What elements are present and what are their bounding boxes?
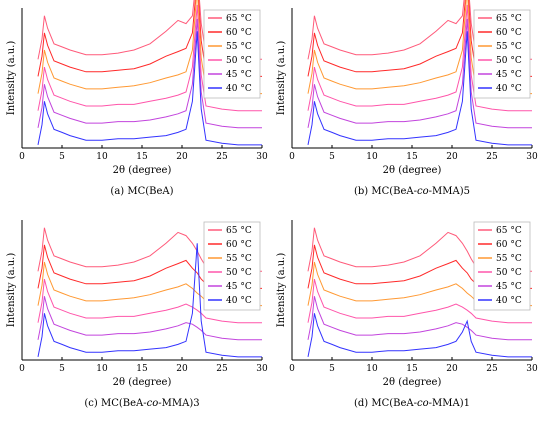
legend-label: 50 °C [226, 56, 252, 66]
x-tick-label: 15 [136, 364, 148, 374]
x-axis-label: 2θ (degree) [113, 165, 172, 176]
x-tick-label: 20 [176, 364, 188, 374]
series-line-40 °C [37, 31, 262, 146]
x-tick-label: 25 [486, 152, 498, 162]
x-tick-label: 10 [96, 152, 108, 162]
caption-text-end: ) [170, 186, 174, 197]
x-tick-label: 30 [526, 364, 538, 374]
series-line-50 °C [37, 278, 262, 324]
series-line-50 °C [307, 278, 532, 324]
caption-text: (b) MC(BeA- [354, 186, 417, 197]
legend-box [473, 9, 531, 99]
legend-label: 60 °C [226, 28, 252, 38]
y-axis-label: Intensity (a.u.) [276, 41, 287, 116]
legend-label: 65 °C [496, 14, 522, 24]
legend-label: 40 °C [496, 296, 522, 306]
x-tick-label: 15 [136, 152, 148, 162]
x-axis-label: 2θ (degree) [113, 377, 172, 388]
series-line-40 °C [307, 31, 532, 146]
caption-text-end: -MMA)5 [429, 186, 470, 197]
legend-label: 65 °C [226, 14, 252, 24]
x-tick-label: 20 [446, 152, 458, 162]
legend-label: 55 °C [226, 254, 252, 264]
x-tick-label: 25 [216, 364, 228, 374]
legend-label: 40 °C [496, 84, 522, 94]
legend-label: 65 °C [226, 226, 252, 236]
caption-text: (a) MC(BeA [110, 186, 170, 197]
panel-2: 0 5 10 15 20 25 30 2θ (degree) Intensity (a.u.) 6… [276, 0, 538, 197]
x-tick-label: 5 [329, 152, 335, 162]
y-axis-label: Intensity (a.u.) [6, 41, 17, 116]
panel-3: 0 5 10 15 20 25 30 2θ (degree) Intensity (a.u.) 6… [6, 220, 268, 409]
y-axis-label: Intensity (a.u.) [276, 253, 287, 328]
x-tick-label: 15 [406, 364, 418, 374]
caption-text: (c) MC(BeA- [84, 398, 146, 409]
caption-text: (d) MC(BeA- [354, 398, 417, 409]
panel-caption: (c) MC(BeA-co-MMA)3 [84, 398, 199, 409]
x-tick-label: 30 [526, 152, 538, 162]
series-line-40 °C [307, 313, 532, 358]
series-line-45 °C [307, 296, 532, 341]
x-tick-label: 0 [289, 152, 295, 162]
legend-label: 60 °C [496, 240, 522, 250]
x-tick-label: 0 [19, 364, 25, 374]
panel-1: 0 5 10 15 20 25 30 2θ (degree) Intensity (a.u.) 6… [6, 0, 268, 197]
caption-text-end: -MMA)3 [158, 398, 199, 409]
legend-label: 55 °C [496, 254, 522, 264]
x-tick-label: 5 [59, 152, 65, 162]
x-tick-label: 20 [176, 152, 188, 162]
legend-box [203, 221, 261, 311]
legend-label: 65 °C [496, 226, 522, 236]
legend-label: 40 °C [226, 84, 252, 94]
x-tick-label: 5 [329, 364, 335, 374]
caption-text-end: -MMA)1 [429, 398, 470, 409]
legend-label: 60 °C [226, 240, 252, 250]
x-tick-label: 25 [216, 152, 228, 162]
x-axis-label: 2θ (degree) [383, 165, 442, 176]
panel-caption: (a) MC(BeA) [110, 186, 173, 197]
legend-label: 45 °C [496, 70, 522, 80]
caption-italic: co [417, 186, 429, 197]
caption-italic: co [417, 398, 429, 409]
x-tick-label: 30 [256, 364, 268, 374]
y-axis-label: Intensity (a.u.) [6, 253, 17, 328]
x-tick-label: 10 [366, 364, 378, 374]
legend-box [473, 221, 531, 311]
legend-label: 60 °C [496, 28, 522, 38]
series-line-40 °C [37, 243, 262, 358]
x-tick-label: 5 [59, 364, 65, 374]
series-line-45 °C [37, 18, 262, 129]
x-tick-label: 20 [446, 364, 458, 374]
legend-box [203, 9, 261, 99]
x-axis-label: 2θ (degree) [383, 377, 442, 388]
caption-italic: co [147, 398, 159, 409]
x-tick-label: 0 [19, 152, 25, 162]
legend-label: 55 °C [496, 42, 522, 52]
legend-label: 50 °C [496, 56, 522, 66]
x-tick-label: 0 [289, 364, 295, 374]
series-line-45 °C [37, 296, 262, 341]
legend-label: 50 °C [496, 268, 522, 278]
x-tick-label: 10 [366, 152, 378, 162]
legend-label: 45 °C [226, 282, 252, 292]
x-tick-label: 10 [96, 364, 108, 374]
legend-label: 55 °C [226, 42, 252, 52]
x-tick-label: 25 [486, 364, 498, 374]
x-tick-label: 30 [256, 152, 268, 162]
x-tick-label: 15 [406, 152, 418, 162]
legend-label: 45 °C [496, 282, 522, 292]
series-line-45 °C [307, 18, 532, 129]
legend-label: 50 °C [226, 268, 252, 278]
panel-4: 0 5 10 15 20 25 30 2θ (degree) Intensity (a.u.) 6… [276, 220, 538, 409]
legend-label: 40 °C [226, 296, 252, 306]
panel-caption: (d) MC(BeA-co-MMA)1 [354, 398, 470, 409]
panel-caption: (b) MC(BeA-co-MMA)5 [354, 186, 470, 197]
legend-label: 45 °C [226, 70, 252, 80]
